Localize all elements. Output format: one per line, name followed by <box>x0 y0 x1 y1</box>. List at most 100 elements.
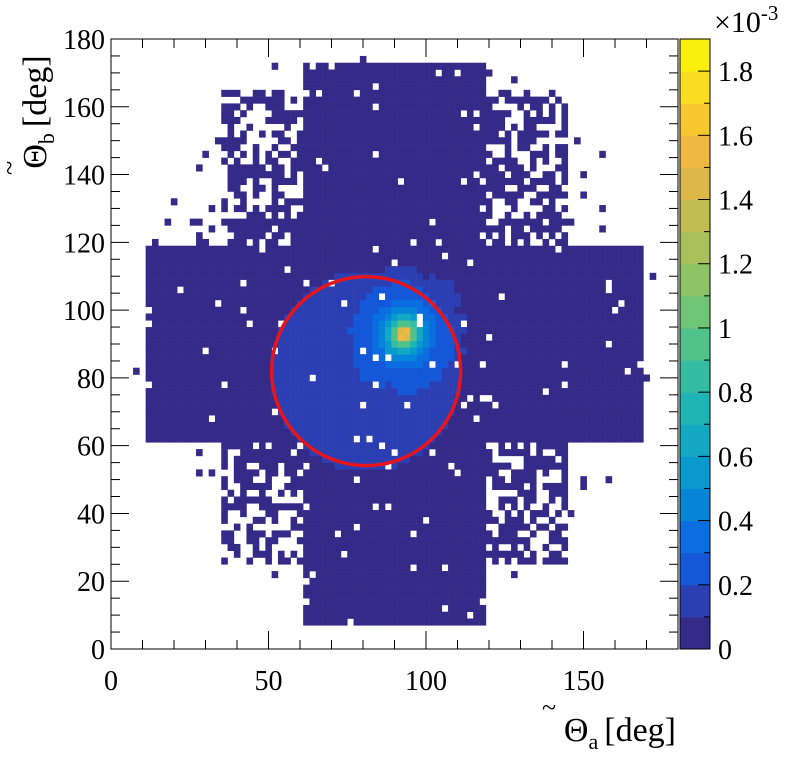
heatmap-cell <box>410 347 417 355</box>
heatmap-cell <box>454 503 461 511</box>
heatmap-cell <box>296 367 304 375</box>
heatmap-cell <box>334 313 342 321</box>
heatmap-cell <box>592 299 600 308</box>
heatmap-cell <box>416 489 424 497</box>
heatmap-cell <box>498 394 506 402</box>
heatmap-cell <box>227 184 235 192</box>
heatmap-cell <box>233 435 241 443</box>
heatmap-cell <box>410 177 417 186</box>
heatmap-cell <box>271 157 279 165</box>
heatmap-cell <box>385 421 392 430</box>
heatmap-cell <box>265 415 272 423</box>
heatmap-cell <box>548 218 556 226</box>
heatmap-cell <box>504 259 512 267</box>
heatmap-cell <box>391 367 398 375</box>
heatmap-cell <box>454 198 461 206</box>
heatmap-cell <box>454 89 461 97</box>
heatmap-cell <box>422 266 430 274</box>
heatmap-cell <box>265 157 272 165</box>
heatmap-cell <box>196 252 203 260</box>
heatmap-cell <box>574 333 581 341</box>
heatmap-cell <box>265 293 272 301</box>
heatmap-cell <box>504 157 512 165</box>
heatmap-cell <box>403 293 411 301</box>
heatmap-cell <box>492 110 499 118</box>
heatmap-cell <box>340 286 348 294</box>
heatmap-cell <box>529 550 537 558</box>
heatmap-cell <box>542 415 550 423</box>
heatmap-cell <box>504 394 512 402</box>
heatmap-cell <box>322 198 329 206</box>
heatmap-cell <box>561 272 569 280</box>
heatmap-cell <box>271 144 279 152</box>
heatmap-cell <box>561 408 569 416</box>
heatmap-cell <box>391 469 398 477</box>
heatmap-cell <box>397 577 405 585</box>
heatmap-cell <box>328 340 335 348</box>
heatmap-cell <box>561 469 569 477</box>
heatmap-cell <box>378 455 386 463</box>
heatmap-cell <box>479 537 487 545</box>
heatmap-cell <box>504 449 512 457</box>
heatmap-cell <box>359 157 367 165</box>
heatmap-cell <box>240 476 247 484</box>
heatmap-cell <box>340 516 348 524</box>
heatmap-cell <box>592 279 600 287</box>
heatmap-cell <box>422 144 430 152</box>
heatmap-cell <box>265 496 272 504</box>
heatmap-cell <box>328 360 335 369</box>
heatmap-cell <box>479 469 487 477</box>
heatmap-cell <box>618 272 625 280</box>
heatmap-cell <box>265 103 272 111</box>
heatmap-cell <box>599 225 606 233</box>
heatmap-cell <box>240 320 247 328</box>
heatmap-cell <box>391 347 398 355</box>
heatmap-cell <box>328 516 335 524</box>
heatmap-cell <box>473 537 480 545</box>
heatmap-cell <box>517 130 524 138</box>
heatmap-cell <box>208 313 216 321</box>
heatmap-cell <box>334 245 342 253</box>
heatmap-cell <box>246 279 254 287</box>
heatmap-cell <box>479 252 487 260</box>
heatmap-cell <box>479 293 487 301</box>
heatmap-cell <box>403 354 411 362</box>
heatmap-cell <box>422 489 430 497</box>
heatmap-cell <box>416 408 424 416</box>
heatmap-cell <box>611 245 619 253</box>
heatmap-cell <box>454 157 461 165</box>
heatmap-cell <box>504 110 512 118</box>
heatmap-cell <box>378 401 386 409</box>
heatmap-cell <box>189 374 197 382</box>
heatmap-cell <box>504 381 512 389</box>
heatmap-cell <box>189 313 197 321</box>
heatmap-cell <box>454 543 461 552</box>
heatmap-cell <box>265 259 272 267</box>
heatmap-cell <box>277 205 285 213</box>
heatmap-cell <box>265 279 272 287</box>
heatmap-cell <box>189 245 197 253</box>
heatmap-cell <box>624 401 632 409</box>
heatmap-cell <box>385 510 392 518</box>
heatmap-cell <box>151 374 159 382</box>
heatmap-cell <box>334 83 342 91</box>
heatmap-cell <box>403 557 411 565</box>
heatmap-cell <box>555 272 562 280</box>
heatmap-cell <box>416 482 424 491</box>
heatmap-cell <box>252 89 260 97</box>
heatmap-cell <box>347 144 354 152</box>
heatmap-cell <box>460 76 468 84</box>
heatmap-cell <box>378 313 386 321</box>
heatmap-cell <box>422 598 430 606</box>
heatmap-cell <box>448 313 455 321</box>
heatmap-cell <box>454 171 461 179</box>
heatmap-cell <box>328 503 335 511</box>
heatmap-cell <box>492 388 499 396</box>
heatmap-cell <box>265 286 272 294</box>
heatmap-cell <box>277 103 285 111</box>
heatmap-cell <box>454 259 461 267</box>
heatmap-cell <box>366 238 373 247</box>
heatmap-cell <box>429 279 436 287</box>
heatmap-cell <box>385 469 392 477</box>
heatmap-cell <box>227 123 235 131</box>
